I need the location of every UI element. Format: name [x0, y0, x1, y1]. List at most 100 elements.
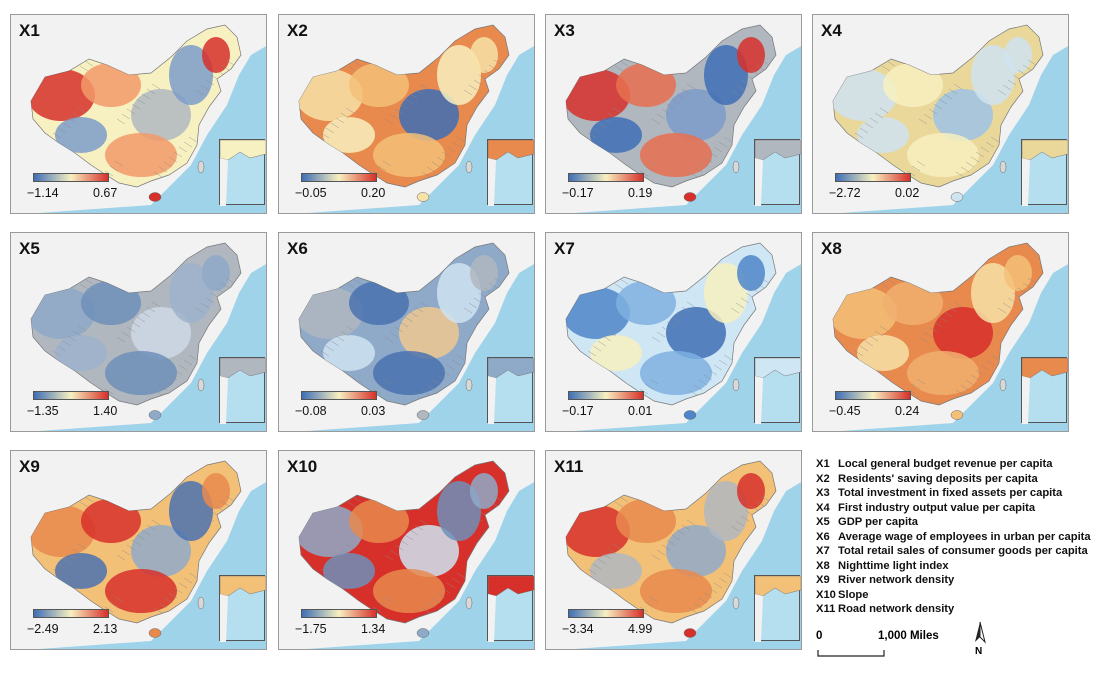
county-boundary [116, 336, 126, 343]
taiwan-island [197, 160, 205, 174]
colorbar-gradient [568, 173, 644, 182]
colorbar-max-label: 0.03 [361, 404, 386, 418]
county-boundary [619, 60, 629, 67]
county-boundary [906, 388, 916, 395]
county-boundary [426, 602, 436, 609]
county-boundary [114, 378, 124, 385]
county-boundary [938, 98, 948, 105]
county-boundary [730, 525, 740, 532]
county-boundary [592, 345, 602, 352]
region-patch [202, 255, 230, 291]
county-boundary [918, 336, 928, 343]
county-boundary [468, 302, 478, 309]
hainan-island [950, 192, 964, 202]
colorbar: −0.17 0.01 [562, 391, 692, 427]
county-boundary [985, 141, 995, 148]
region-patch [437, 481, 481, 541]
region-patch [616, 281, 676, 325]
county-boundary [854, 350, 864, 357]
county-boundary [382, 160, 392, 167]
county-boundary [195, 307, 205, 314]
choropleth-map [813, 15, 1068, 213]
colorbar: −0.17 0.19 [562, 173, 692, 209]
map-panel: X2 −0.05 0.20 [278, 14, 535, 214]
county-boundary [377, 601, 387, 608]
county-boundary [854, 132, 864, 139]
county-boundary [933, 103, 943, 110]
county-boundary [686, 301, 696, 308]
region-patch [616, 63, 676, 107]
legend-row: X5 GDP per capita [816, 516, 919, 528]
panel-label: X9 [19, 457, 40, 476]
county-boundary [158, 166, 168, 173]
county-boundary [928, 326, 938, 333]
county-boundary [451, 359, 461, 366]
county-boundary [911, 165, 921, 172]
colorbar-max-label: 2.13 [93, 622, 118, 636]
panel-label: X4 [821, 21, 842, 40]
county-boundary [639, 388, 649, 395]
county-boundary [923, 113, 933, 120]
county-boundary [431, 379, 441, 386]
region-patch [202, 37, 230, 73]
colorbar-gradient [33, 609, 109, 618]
county-boundary [473, 515, 483, 522]
county-boundary [656, 549, 666, 556]
county-boundary [864, 340, 874, 347]
county-boundary [126, 326, 136, 333]
county-boundary [225, 495, 235, 502]
county-boundary [215, 69, 225, 76]
county-boundary [168, 156, 178, 163]
colorbar-gradient [301, 391, 377, 400]
county-boundary [431, 597, 441, 604]
colorbar-gradient [835, 173, 911, 182]
taiwan-island [732, 596, 740, 610]
taiwan-island [197, 378, 205, 392]
county-boundary [335, 553, 345, 560]
hainan-island [148, 192, 162, 202]
map-panel: X1 −1.14 0.67 [10, 14, 267, 214]
north-arrow-icon [975, 621, 986, 644]
panel-label: X1 [19, 21, 40, 40]
county-boundary [109, 165, 119, 172]
region-patch [373, 133, 445, 177]
county-boundary [483, 287, 493, 294]
inset-map [487, 575, 534, 642]
panel-label: X11 [554, 457, 584, 476]
county-boundary [136, 98, 146, 105]
legend-row: X4 First industry output value per capita [816, 501, 1036, 514]
county-boundary [1022, 64, 1032, 71]
county-boundary [220, 64, 230, 71]
county-boundary [493, 495, 503, 502]
county-boundary [676, 93, 686, 100]
county-boundary [456, 572, 466, 579]
county-boundary [676, 529, 686, 536]
county-boundary [886, 60, 896, 67]
panel-label: X3 [554, 21, 575, 40]
county-boundary [72, 548, 82, 555]
county-boundary [671, 98, 681, 105]
county-boundary [382, 378, 392, 385]
county-boundary [399, 539, 409, 546]
county-boundary [661, 544, 671, 551]
county-boundary [938, 316, 948, 323]
county-boundary [389, 113, 399, 120]
south-china-sea-inset [487, 575, 534, 642]
county-boundary [619, 278, 629, 285]
county-boundary [409, 93, 419, 100]
county-boundary [955, 389, 965, 396]
county-boundary [649, 596, 659, 603]
county-boundary [394, 326, 404, 333]
region-patch [666, 89, 726, 141]
region-patch [105, 351, 177, 395]
county-boundary [614, 501, 624, 508]
county-boundary [84, 60, 94, 67]
county-boundary [446, 582, 456, 589]
colorbar-min-label: −1.14 [27, 186, 59, 200]
county-boundary [651, 554, 661, 561]
county-boundary [468, 84, 478, 91]
county-boundary [372, 170, 382, 177]
county-boundary [436, 592, 446, 599]
county-boundary [330, 558, 340, 565]
county-boundary [409, 529, 419, 536]
